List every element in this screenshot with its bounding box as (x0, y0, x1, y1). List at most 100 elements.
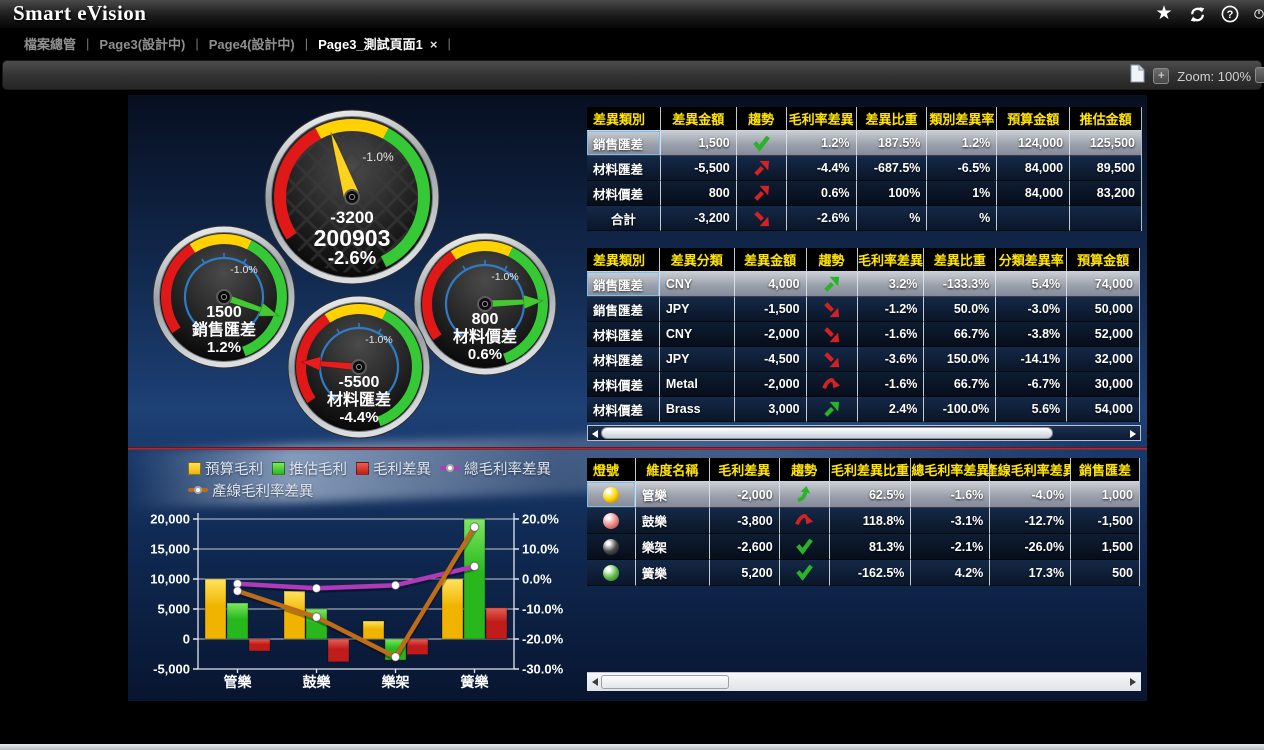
column-header[interactable]: 毛利率差異 (857, 248, 925, 272)
table3-horizontal-scrollbar[interactable] (587, 672, 1141, 691)
column-header[interactable]: 銷售匯差 (1071, 458, 1139, 482)
table-row[interactable]: 銷售匯差 CNY 4,000 3.2% -133.3% 5.4% 74,000 (587, 272, 1139, 297)
column-header[interactable]: 預算金額 (1067, 248, 1139, 272)
table-cell: -4,500 (734, 347, 807, 372)
column-header[interactable]: 毛利率差異 (786, 107, 857, 131)
column-header[interactable]: 趨勢 (806, 248, 858, 272)
title-bar: Smart eVision ★ ? (0, 0, 1264, 28)
table-cell: -3.1% (911, 508, 991, 534)
column-header[interactable]: 趨勢 (779, 458, 830, 482)
table-row[interactable]: 合計 -3,200 -2.6%%% (587, 206, 1142, 231)
column-header[interactable]: 差異分類 (659, 248, 735, 272)
column-header[interactable]: 差異類別 (587, 248, 660, 272)
table-row[interactable]: 材料價差 Brass 3,000 2.4% -100.0% 5.6% 54,000 (587, 397, 1139, 422)
table-row[interactable]: 銷售匯差 1,500 1.2% 187.5% 1.2% 124,000 125,500 (587, 131, 1142, 156)
column-header[interactable]: 差異金額 (734, 248, 807, 272)
table-row[interactable]: 鼓樂 -3,800 118.8% -3.1% -12.7% -1,500 (587, 508, 1139, 534)
tab-file-explorer[interactable]: 檔案總管 (24, 36, 77, 52)
table-header-row: 差異類別 差異分類 差異金額 趨勢 毛利率差異 差異比重 分類差異率 預算金額 (587, 248, 1139, 272)
scroll-left-arrow-icon[interactable] (592, 678, 598, 686)
table-row[interactable]: 材料價差 800 0.6% 100% 1% 84,000 83,200 (587, 181, 1142, 206)
column-header[interactable]: 差異金額 (660, 107, 737, 131)
table-cell: 1% (927, 181, 998, 206)
table-cell: -3,200 (660, 206, 737, 231)
table2-horizontal-scrollbar[interactable] (587, 425, 1141, 441)
favorite-star-icon[interactable]: ★ (1155, 3, 1173, 24)
gauge-percent: 1.2% (207, 339, 241, 356)
tab-page4-design[interactable]: Page4(設計中) (208, 36, 295, 52)
tab-page3-design[interactable]: Page3(設計中) (99, 36, 186, 52)
table-row[interactable]: 材料匯差 JPY -4,500 -3.6% 150.0% -14.1% 32,000 (587, 347, 1139, 372)
table-cell: -2.6% (786, 206, 857, 231)
table-cell: 50.0% (924, 297, 997, 322)
table-header-row: 差異類別 差異金額 趨勢 毛利率差異 差異比重 類別差異率 預算金額 推估金額 (587, 107, 1142, 131)
svg-text:管樂: 管樂 (224, 674, 253, 690)
table-cell: -2,000 (734, 322, 807, 347)
scroll-right-arrow-icon[interactable] (1130, 678, 1136, 686)
scroll-left-arrow-icon[interactable] (592, 430, 598, 438)
table-cell: -6.5% (927, 156, 998, 181)
scrollbar-thumb[interactable] (601, 675, 729, 689)
table-cell: 材料價差 (587, 181, 661, 206)
column-header[interactable]: 趨勢 (736, 107, 787, 131)
column-header[interactable]: 毛利差異 (709, 458, 780, 482)
column-header[interactable]: 毛利差異比重 (829, 458, 912, 482)
table-row[interactable]: 材料匯差 -5,500 -4.4% -687.5% -6.5% 84,000 89,500 (587, 156, 1142, 181)
table-row[interactable]: 銷售匯差 JPY -1,500 -1.2% 50.0% -3.0% 50,000 (587, 297, 1139, 322)
trend-up-red-icon (753, 185, 769, 201)
table-cell: -133.3% (924, 272, 997, 297)
column-header[interactable]: 類別差異率 (927, 107, 998, 131)
table-row[interactable]: 材料價差 Metal -2,000 -1.6% 66.7% -6.7% 30,000 (587, 372, 1139, 397)
column-header[interactable]: 推估金額 (1070, 107, 1142, 131)
table-cell (736, 181, 787, 206)
refresh-icon[interactable] (1188, 5, 1206, 23)
table-cell (736, 131, 787, 156)
scroll-right-arrow-icon[interactable] (1130, 430, 1136, 438)
table-cell: 4,000 (734, 272, 807, 297)
gauge-percent: -2.6% (328, 247, 376, 268)
status-light-yellow (602, 486, 619, 503)
table-cell (779, 560, 830, 586)
gauge-tick-label: -1.0% (491, 271, 518, 283)
table-cell: % (927, 206, 998, 231)
column-header[interactable]: 分類差異率 (996, 248, 1068, 272)
table-cell: 1.2% (927, 131, 998, 156)
new-document-icon[interactable] (1130, 64, 1145, 88)
legend-item: 總毛利率差異 (440, 458, 551, 478)
red-divider-line (128, 447, 1147, 450)
column-header[interactable]: 差異比重 (856, 107, 928, 131)
tab-close-icon[interactable]: × (429, 36, 438, 52)
table-row[interactable]: 簧樂 5,200 -162.5% 4.2% 17.3% 500 (587, 560, 1139, 586)
column-header[interactable]: 產線毛利率差異 (990, 458, 1072, 482)
legend-item: 產線毛利率差異 (188, 480, 314, 500)
table-row[interactable]: 材料匯差 CNY -2,000 -1.6% 66.7% -3.8% 52,000 (587, 322, 1139, 347)
column-header[interactable]: 差異比重 (924, 248, 997, 272)
zoom-out-button[interactable] (1255, 67, 1264, 83)
svg-text:簧樂: 簧樂 (461, 674, 490, 690)
tab-page3-test[interactable]: Page3_測試頁面1 × (318, 36, 438, 52)
help-icon[interactable]: ? (1221, 5, 1239, 23)
scrollbar-thumb[interactable] (601, 427, 1053, 439)
chart-legend: 預算毛利 推估毛利 毛利差異 總毛利率差異 產線毛利率差異 (188, 457, 588, 501)
column-header[interactable]: 預算金額 (997, 107, 1071, 131)
table-cell: 17.3% (990, 560, 1072, 586)
zoom-in-button[interactable]: + (1153, 68, 1170, 84)
column-header[interactable]: 維度名稱 (635, 458, 710, 482)
column-header[interactable]: 差異類別 (587, 107, 661, 131)
legend-swatch (188, 461, 201, 475)
gauge-label: 材料價差 (453, 327, 517, 346)
window-bottom-edge (0, 744, 1264, 750)
table-cell (587, 508, 636, 534)
table-row[interactable]: 管樂 -2,000 62.5% -1.6% -4.0% 1,000 (587, 482, 1139, 508)
svg-text:20,000: 20,000 (150, 512, 190, 527)
gauge-label: 200903 (314, 225, 391, 251)
table-cell: 5,200 (709, 560, 780, 586)
svg-text:10,000: 10,000 (150, 572, 190, 587)
column-header[interactable]: 燈號 (587, 458, 636, 482)
table-cell: -12.7% (990, 508, 1072, 534)
table-row[interactable]: 樂架 -2,600 81.3% -2.1% -26.0% 1,500 (587, 534, 1139, 560)
column-header[interactable]: 總毛利率差異 (911, 458, 991, 482)
table-cell: 100% (856, 181, 928, 206)
power-icon[interactable] (1254, 5, 1264, 23)
table-cell: 1,000 (1071, 482, 1139, 508)
